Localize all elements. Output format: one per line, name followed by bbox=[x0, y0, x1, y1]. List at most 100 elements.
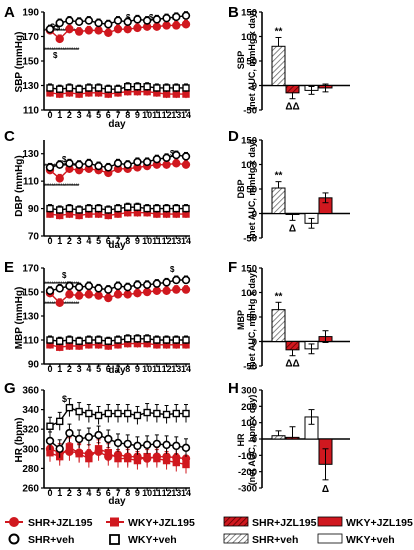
point-e-shr-jzl195 bbox=[172, 285, 181, 294]
y-axis-title-a: SBP (mmHg) bbox=[14, 32, 25, 93]
panel-letter-g: G bbox=[4, 380, 16, 397]
y-axis-title-e: MBP (mmHg) bbox=[14, 287, 25, 350]
point-c-shr-veh bbox=[74, 160, 84, 169]
sig-mark-double-star-f: ** bbox=[275, 291, 283, 302]
y-axis-title-h-1: HR bbox=[236, 433, 246, 446]
point-g-shr-veh bbox=[181, 443, 191, 453]
y-tick-label-g: 300 bbox=[22, 444, 39, 455]
point-c-shr-veh bbox=[45, 163, 55, 172]
x-tick-label-c: 6 bbox=[106, 236, 111, 246]
point-c-shr-jzl195 bbox=[55, 174, 64, 183]
point-a-shr-veh bbox=[181, 11, 191, 20]
legend-item-wky-veh-bar: WKY+veh bbox=[317, 533, 395, 546]
point-g-shr-jzl195 bbox=[152, 452, 162, 461]
x-tick-label-e: 10 bbox=[142, 364, 152, 374]
y-axis-title-f-1: MBP bbox=[236, 310, 246, 330]
panel-letter-d: D bbox=[228, 128, 239, 145]
legend-item-shr-jzl-bar: SHR+JZL195 bbox=[223, 516, 317, 529]
y-tick-label-a: 190 bbox=[22, 8, 39, 19]
x-tick-label-g: 2 bbox=[67, 488, 72, 498]
point-c-wky-veh bbox=[172, 204, 180, 213]
point-e-wky-veh bbox=[75, 337, 83, 345]
legend-label-wky-jzl-bar: WKY+JZL195 bbox=[346, 517, 413, 529]
x-tick-label-c: 0 bbox=[47, 236, 52, 246]
sig-mark-delta-f: ΔΔ bbox=[285, 359, 299, 370]
sig-mark-delta-d: Δ bbox=[289, 223, 296, 234]
panel-letter-e: E bbox=[4, 259, 14, 276]
point-a-wky-veh bbox=[94, 84, 103, 92]
point-c-shr-veh bbox=[104, 163, 113, 172]
x-tick-label-e: 14 bbox=[181, 364, 191, 374]
point-e-shr-jzl195 bbox=[65, 290, 74, 299]
point-e-wky-veh bbox=[114, 336, 122, 344]
legend-label-shr-veh-line: SHR+veh bbox=[28, 534, 74, 546]
y-tick-label-d: 150 bbox=[241, 136, 257, 147]
legend-item-wky-jzl-line: WKY+JZL195 bbox=[106, 517, 195, 529]
y-tick-label-g: 260 bbox=[22, 484, 39, 495]
point-a-wky-veh bbox=[172, 84, 180, 92]
y-tick-label-d: 50 bbox=[246, 185, 257, 196]
point-e-shr-veh bbox=[84, 281, 94, 291]
point-a-shr-jzl195 bbox=[65, 24, 74, 34]
point-g-wky-veh bbox=[94, 411, 103, 420]
bar-f-shr-jzl195 bbox=[285, 341, 300, 351]
point-g-shr-veh bbox=[162, 440, 171, 450]
y-tick-label-b: 150 bbox=[241, 8, 257, 19]
point-a-shr-veh bbox=[104, 20, 113, 29]
x-axis-title-c: day bbox=[108, 240, 126, 251]
x-tick-label-g: 9 bbox=[135, 488, 140, 498]
point-g-shr-veh bbox=[113, 438, 123, 448]
x-tick-label-e: 3 bbox=[77, 364, 82, 374]
sig-dollar-a-1: $$ bbox=[50, 22, 60, 32]
x-tick-label-g: 1 bbox=[57, 488, 62, 498]
point-a-shr-jzl195 bbox=[55, 34, 64, 44]
point-e-wky-veh bbox=[94, 336, 103, 344]
x-tick-label-c: 10 bbox=[142, 236, 152, 246]
y-tick-label-b: 0 bbox=[252, 81, 257, 92]
legend-item-shr-jzl-line: SHR+JZL195 bbox=[5, 517, 93, 529]
point-c-shr-jzl195 bbox=[172, 159, 181, 168]
sig-stars-a-top: ******************* bbox=[44, 29, 80, 35]
point-g-shr-jzl195 bbox=[74, 448, 84, 457]
x-tick-label-a: 10 bbox=[142, 110, 152, 120]
point-g-shr-jzl195 bbox=[142, 454, 152, 463]
point-e-shr-veh bbox=[45, 286, 55, 295]
point-e-wky-veh bbox=[153, 336, 161, 344]
point-g-wky-veh bbox=[182, 409, 190, 418]
point-g-shr-jzl195 bbox=[94, 447, 103, 456]
point-e-shr-jzl195 bbox=[74, 291, 84, 300]
panel-letter-b: B bbox=[228, 4, 239, 21]
legend-label-wky-veh-line: WKY+veh bbox=[128, 534, 177, 546]
y-tick-label-f: 50 bbox=[246, 313, 257, 324]
y-axis-title-f-2: (net AUC, mmHg x day) bbox=[247, 270, 257, 370]
point-g-shr-jzl195 bbox=[104, 452, 113, 461]
point-e-shr-jzl195 bbox=[84, 290, 94, 299]
x-tick-label-e: 12 bbox=[162, 364, 172, 374]
point-a-shr-jzl195 bbox=[113, 24, 123, 34]
point-g-wky-veh bbox=[143, 408, 151, 417]
point-g-shr-veh bbox=[104, 434, 113, 444]
y-axis-title-h-2: (net AUC, bpm x day) bbox=[247, 395, 257, 486]
legend-label-wky-veh-bar: WKY+veh bbox=[346, 534, 395, 546]
point-e-wky-veh bbox=[143, 335, 151, 343]
x-tick-label-a: 14 bbox=[181, 110, 191, 120]
point-g-shr-veh bbox=[172, 441, 181, 451]
y-tick-label-a: 170 bbox=[22, 32, 39, 43]
point-c-wky-veh bbox=[46, 204, 54, 213]
point-a-shr-veh bbox=[133, 15, 142, 24]
x-tick-label-c: 11 bbox=[152, 236, 162, 246]
point-c-shr-veh bbox=[142, 157, 152, 167]
x-tick-label-c: 3 bbox=[77, 236, 82, 246]
point-g-shr-veh bbox=[152, 439, 162, 449]
point-g-shr-veh bbox=[45, 436, 55, 446]
legend-label-shr-veh-bar: SHR+veh bbox=[252, 534, 298, 546]
panel-letter-c: C bbox=[4, 128, 15, 145]
point-e-shr-veh bbox=[172, 275, 181, 285]
x-tick-label-g: 14 bbox=[181, 488, 191, 498]
point-c-shr-veh bbox=[152, 155, 162, 164]
point-c-shr-veh bbox=[172, 150, 181, 160]
point-a-wky-veh bbox=[104, 85, 112, 93]
y-tick-label-b: 50 bbox=[246, 57, 257, 68]
y-tick-label-c: 70 bbox=[28, 232, 40, 243]
x-tick-label-c: 1 bbox=[57, 236, 62, 246]
